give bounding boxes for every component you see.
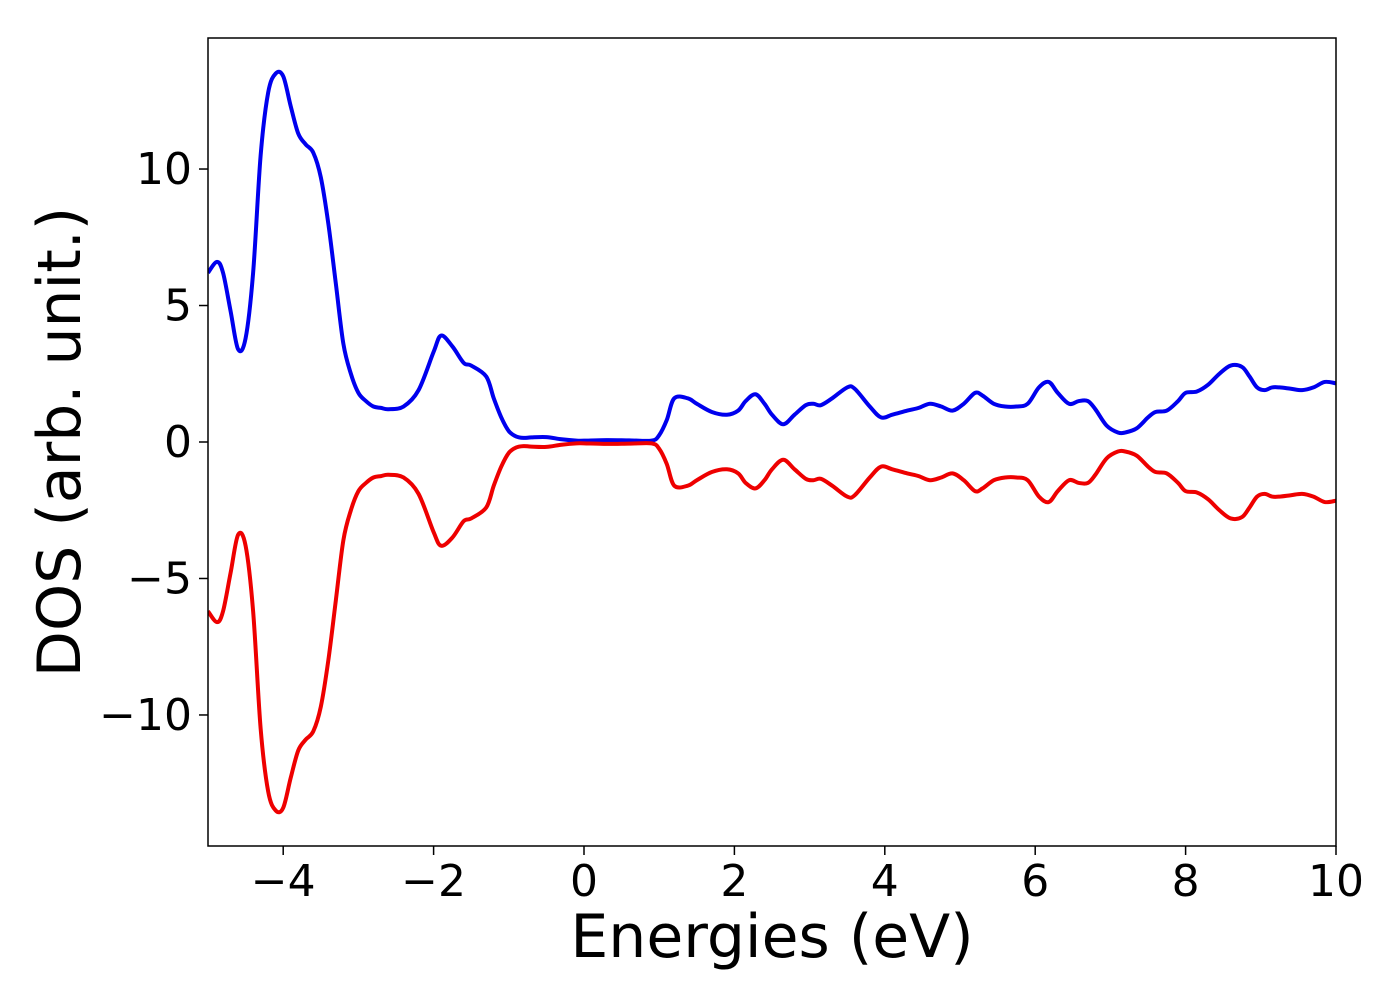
y-axis: −10 −5 0 5 10 (99, 144, 208, 741)
series-layer (208, 69, 1336, 815)
x-tick-label: 0 (570, 856, 598, 907)
y-tick-label: 10 (136, 144, 192, 195)
y-axis-title: DOS (arb. unit.) (25, 207, 95, 677)
y-tick-label: 5 (164, 281, 192, 332)
x-axis-title: Energies (eV) (570, 902, 973, 972)
x-tick-label: 10 (1308, 856, 1364, 907)
x-axis: −4 −2 0 2 4 6 8 10 (251, 846, 1364, 907)
x-tick-label: −2 (401, 856, 466, 907)
x-tick-label: −4 (251, 856, 316, 907)
x-tick-label: 4 (871, 856, 899, 907)
y-tick-label: −10 (99, 690, 192, 741)
x-tick-label: 6 (1021, 856, 1049, 907)
series-line-1 (208, 69, 1336, 443)
x-tick-label: 8 (1172, 856, 1200, 907)
series-line-2 (208, 441, 1336, 815)
y-tick-label: 0 (164, 417, 192, 468)
y-tick-label: −5 (127, 553, 192, 604)
x-tick-label: 2 (720, 856, 748, 907)
plot-frame (207, 37, 1337, 847)
